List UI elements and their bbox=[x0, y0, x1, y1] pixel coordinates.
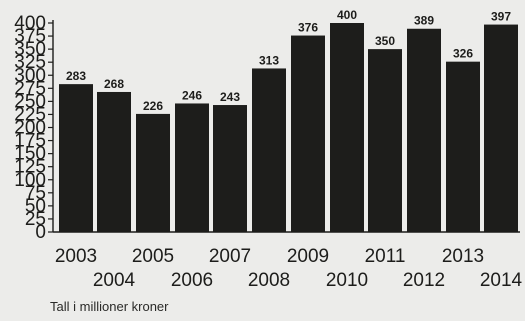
x-tick-label: 2008 bbox=[248, 270, 290, 291]
y-tick-label: 375 bbox=[14, 26, 46, 47]
data-label: 389 bbox=[414, 14, 434, 28]
data-label: 243 bbox=[220, 90, 240, 104]
y-tick-label: 400 bbox=[14, 13, 46, 34]
y-tick-label: 125 bbox=[14, 157, 46, 178]
x-tick-label: 2011 bbox=[365, 246, 406, 267]
data-label: 350 bbox=[375, 34, 395, 48]
data-label: 326 bbox=[453, 47, 473, 61]
data-label: 268 bbox=[104, 77, 124, 91]
x-tick-label: 2014 bbox=[480, 270, 523, 291]
bar bbox=[484, 24, 518, 232]
y-tick-label: 100 bbox=[14, 170, 46, 191]
data-label: 283 bbox=[66, 69, 86, 83]
x-tick-label: 2009 bbox=[287, 246, 329, 267]
y-tick-label: 275 bbox=[14, 78, 46, 99]
x-tick-label: 2012 bbox=[403, 270, 445, 291]
footnote: Tall i millioner kroner bbox=[50, 299, 169, 314]
data-label: 313 bbox=[259, 53, 279, 67]
y-tick-label: 225 bbox=[14, 104, 46, 125]
y-tick-label: 200 bbox=[14, 118, 46, 139]
y-tick-label: 325 bbox=[14, 52, 46, 73]
x-tick-label: 2003 bbox=[55, 246, 97, 267]
bar bbox=[368, 49, 402, 232]
bar bbox=[330, 23, 364, 232]
y-tick-label: 0 bbox=[35, 222, 46, 243]
y-tick-label: 150 bbox=[14, 144, 46, 165]
x-tick-label: 2006 bbox=[171, 270, 213, 291]
bar bbox=[213, 105, 247, 232]
data-label: 376 bbox=[298, 21, 318, 35]
x-tick-label: 2004 bbox=[93, 270, 136, 291]
x-tick-label: 2010 bbox=[326, 270, 368, 291]
bar bbox=[97, 91, 131, 232]
bar bbox=[252, 68, 286, 233]
y-tick-label: 25 bbox=[25, 209, 46, 230]
y-tick-label: 50 bbox=[25, 196, 46, 217]
bar bbox=[175, 103, 209, 232]
data-label: 397 bbox=[491, 10, 511, 24]
y-tick-label: 300 bbox=[14, 65, 46, 86]
bar bbox=[407, 28, 441, 233]
data-label: 246 bbox=[182, 88, 202, 102]
y-tick-label: 350 bbox=[14, 39, 46, 60]
y-tick-label: 75 bbox=[25, 183, 46, 204]
bar bbox=[446, 61, 480, 232]
bar bbox=[291, 35, 325, 232]
data-label: 400 bbox=[337, 8, 357, 22]
x-tick-label: 2013 bbox=[442, 246, 484, 267]
bar bbox=[59, 84, 93, 232]
x-tick-label: 2007 bbox=[209, 246, 251, 267]
bar bbox=[136, 113, 170, 232]
data-label: 226 bbox=[143, 99, 163, 113]
y-tick-label: 250 bbox=[14, 91, 46, 112]
y-tick-label: 175 bbox=[14, 131, 46, 152]
x-tick-label: 2005 bbox=[132, 246, 174, 267]
